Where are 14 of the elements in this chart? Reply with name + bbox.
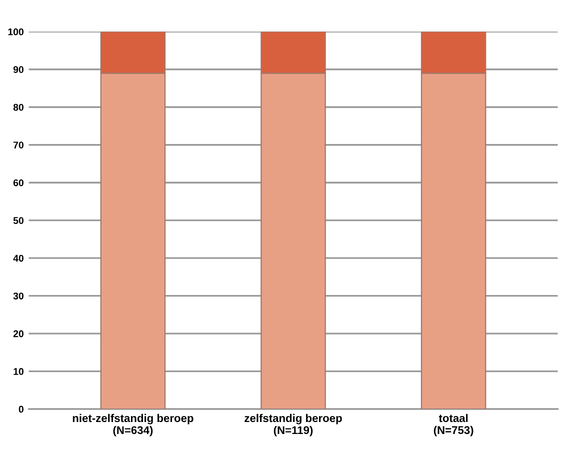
y-tick-label: 60 [13, 179, 24, 186]
x-tick-label: zelfstandig beroep (N=119) [244, 414, 342, 436]
y-tick-label: 30 [13, 292, 24, 300]
y-tick-label: 20 [13, 330, 24, 338]
y-tick-label: 40 [13, 254, 24, 262]
y-tick-label: 0 [18, 406, 24, 413]
x-tick-label: niet-zelfstandig beroep (N=634) [72, 414, 194, 436]
y-tick-label: 100 [8, 28, 24, 36]
y-tick-label: 10 [14, 368, 24, 375]
y-tick-label: 90 [13, 66, 24, 73]
y-tick-label: 70 [13, 142, 24, 148]
x-tick-label: totaal (N=753) [434, 414, 474, 436]
y-tick-label: 50 [13, 217, 24, 224]
y-tick-label: 80 [13, 104, 24, 111]
